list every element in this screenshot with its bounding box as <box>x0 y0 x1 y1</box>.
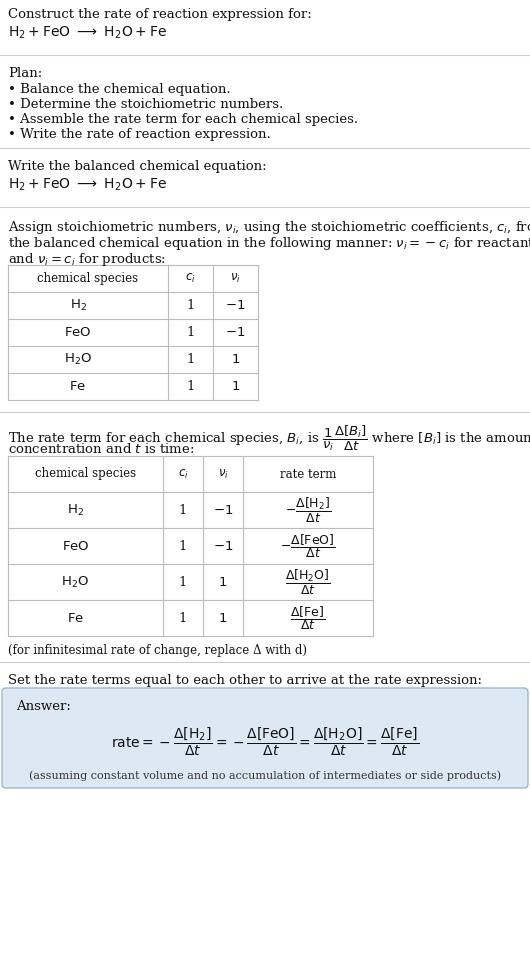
Text: $\mathrm{H_2O}$: $\mathrm{H_2O}$ <box>61 575 90 590</box>
Text: chemical species: chemical species <box>38 272 138 285</box>
Text: • Write the rate of reaction expression.: • Write the rate of reaction expression. <box>8 128 271 141</box>
Text: Write the balanced chemical equation:: Write the balanced chemical equation: <box>8 160 267 173</box>
Text: Plan:: Plan: <box>8 67 42 80</box>
Text: $-\dfrac{\Delta[\mathrm{H_2}]}{\Delta t}$: $-\dfrac{\Delta[\mathrm{H_2}]}{\Delta t}… <box>285 496 331 524</box>
Text: (assuming constant volume and no accumulation of intermediates or side products): (assuming constant volume and no accumul… <box>29 770 501 781</box>
Text: Construct the rate of reaction expression for:: Construct the rate of reaction expressio… <box>8 8 312 21</box>
Text: rate term: rate term <box>280 468 336 480</box>
Text: $-1$: $-1$ <box>225 326 246 339</box>
Text: and $\nu_i = c_i$ for products:: and $\nu_i = c_i$ for products: <box>8 251 166 268</box>
Text: $\nu_i$: $\nu_i$ <box>218 468 228 480</box>
Text: 1: 1 <box>179 540 187 552</box>
Text: $1$: $1$ <box>231 353 240 366</box>
Text: $-1$: $-1$ <box>213 540 233 552</box>
Text: $\mathrm{Fe}$: $\mathrm{Fe}$ <box>67 612 84 625</box>
Text: $\mathrm{FeO}$: $\mathrm{FeO}$ <box>61 540 89 552</box>
Text: 1: 1 <box>179 576 187 589</box>
Text: $\mathrm{H_2 + FeO \ \longrightarrow \ H_2O + Fe}$: $\mathrm{H_2 + FeO \ \longrightarrow \ H… <box>8 177 167 193</box>
Text: $\dfrac{\Delta[\mathrm{Fe}]}{\Delta t}$: $\dfrac{\Delta[\mathrm{Fe}]}{\Delta t}$ <box>290 604 325 631</box>
Text: 1: 1 <box>179 612 187 625</box>
Text: • Assemble the rate term for each chemical species.: • Assemble the rate term for each chemic… <box>8 113 358 126</box>
Text: Answer:: Answer: <box>16 700 71 713</box>
Text: $\mathrm{Fe}$: $\mathrm{Fe}$ <box>69 380 86 393</box>
Text: 1: 1 <box>179 504 187 516</box>
Text: (for infinitesimal rate of change, replace Δ with d): (for infinitesimal rate of change, repla… <box>8 644 307 657</box>
Text: 1: 1 <box>187 326 195 339</box>
FancyBboxPatch shape <box>2 688 528 788</box>
Text: $-1$: $-1$ <box>213 504 233 516</box>
Text: $c_i$: $c_i$ <box>185 272 196 285</box>
Text: $1$: $1$ <box>231 380 240 393</box>
Text: $\nu_i$: $\nu_i$ <box>230 272 241 285</box>
Text: 1: 1 <box>187 299 195 312</box>
Text: 1: 1 <box>187 380 195 393</box>
Text: $\mathrm{FeO}$: $\mathrm{FeO}$ <box>64 326 92 339</box>
Text: the balanced chemical equation in the following manner: $\nu_i = -c_i$ for react: the balanced chemical equation in the fo… <box>8 235 530 252</box>
Text: The rate term for each chemical species, $B_i$, is $\dfrac{1}{\nu_i}\dfrac{\Delt: The rate term for each chemical species,… <box>8 424 530 453</box>
Text: $c_i$: $c_i$ <box>178 468 188 480</box>
Text: $1$: $1$ <box>218 576 227 589</box>
Text: $\dfrac{\Delta[\mathrm{H_2O}]}{\Delta t}$: $\dfrac{\Delta[\mathrm{H_2O}]}{\Delta t}… <box>285 567 331 596</box>
Text: $\mathrm{H_2}$: $\mathrm{H_2}$ <box>69 298 86 313</box>
Text: $1$: $1$ <box>218 612 227 625</box>
Text: 1: 1 <box>187 353 195 366</box>
Text: • Balance the chemical equation.: • Balance the chemical equation. <box>8 83 231 96</box>
Text: $\mathrm{H_2 + FeO \ \longrightarrow \ H_2O + Fe}$: $\mathrm{H_2 + FeO \ \longrightarrow \ H… <box>8 25 167 41</box>
Text: $\mathrm{H_2}$: $\mathrm{H_2}$ <box>67 503 84 517</box>
Text: Set the rate terms equal to each other to arrive at the rate expression:: Set the rate terms equal to each other t… <box>8 674 482 687</box>
Text: $-1$: $-1$ <box>225 299 246 312</box>
Text: concentration and $t$ is time:: concentration and $t$ is time: <box>8 442 195 456</box>
Text: $\mathrm{rate} = -\dfrac{\Delta[\mathrm{H_2}]}{\Delta t} = -\dfrac{\Delta[\mathr: $\mathrm{rate} = -\dfrac{\Delta[\mathrm{… <box>111 726 419 758</box>
Text: Assign stoichiometric numbers, $\nu_i$, using the stoichiometric coefficients, $: Assign stoichiometric numbers, $\nu_i$, … <box>8 219 530 236</box>
Text: $-\dfrac{\Delta[\mathrm{FeO}]}{\Delta t}$: $-\dfrac{\Delta[\mathrm{FeO}]}{\Delta t}… <box>280 532 335 560</box>
Text: • Determine the stoichiometric numbers.: • Determine the stoichiometric numbers. <box>8 98 283 111</box>
Text: $\mathrm{H_2O}$: $\mathrm{H_2O}$ <box>64 352 92 367</box>
Text: chemical species: chemical species <box>35 468 136 480</box>
